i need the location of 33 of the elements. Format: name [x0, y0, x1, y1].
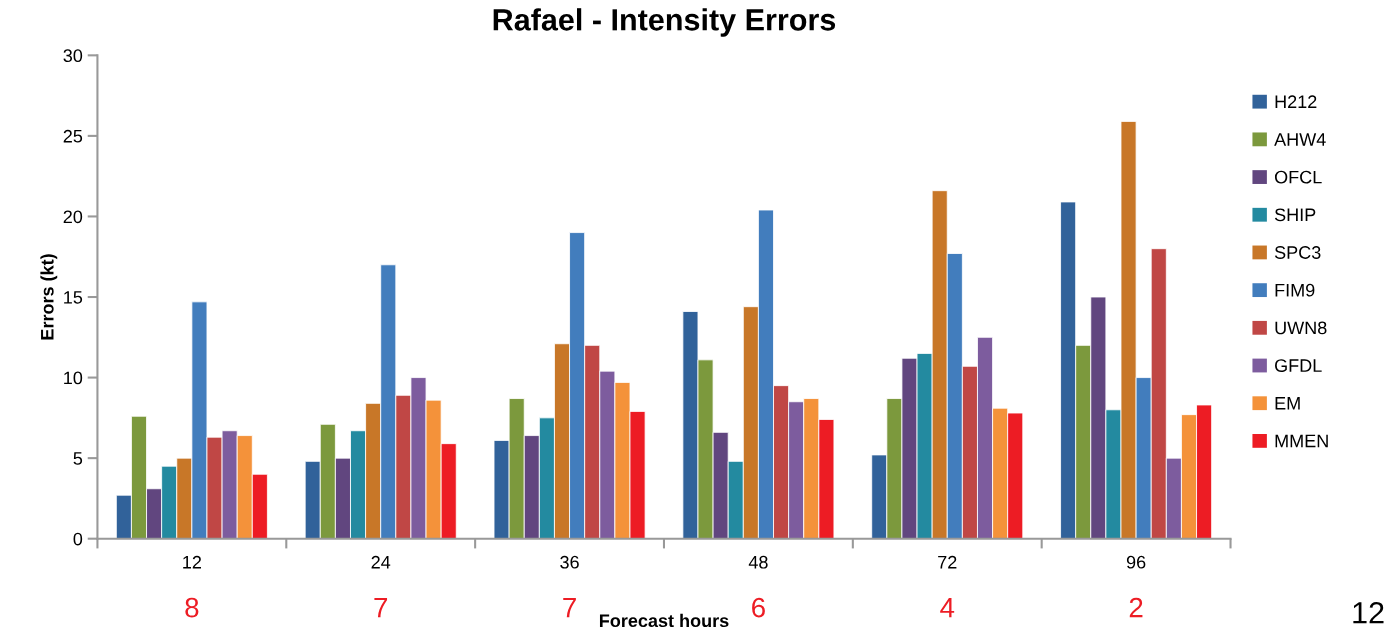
- x-axis-title: Forecast hours: [599, 613, 729, 628]
- x-tick-label: 12: [183, 555, 201, 569]
- y-axis-title: Errors (kt): [40, 254, 58, 340]
- legend-label: EM: [1275, 397, 1300, 410]
- y-tick-label: 20: [63, 210, 83, 224]
- text: 7: [563, 598, 576, 618]
- legend-label: FIM9: [1275, 283, 1315, 297]
- legend-label: AHW4: [1274, 133, 1326, 146]
- text: 2: [1129, 597, 1143, 618]
- text: 4: [940, 598, 955, 618]
- legend-label: UWN8: [1275, 321, 1327, 335]
- y-tick-label: 15: [64, 291, 83, 304]
- x-tick-label: 96: [1126, 555, 1146, 569]
- legend-label: MMEN: [1275, 434, 1328, 448]
- x-tick-label: 24: [371, 555, 391, 569]
- text: 7: [374, 598, 388, 618]
- text: 6: [752, 597, 765, 618]
- y-tick-label: 0: [73, 532, 83, 546]
- legend-label: OFCL: [1274, 170, 1322, 184]
- y-tick-label: 30: [63, 49, 83, 63]
- text: 8: [185, 597, 199, 618]
- chart-title: Rafael - Intensity Errors: [493, 8, 836, 37]
- y-tick-label: 5: [73, 452, 83, 465]
- y-tick-label: 10: [64, 371, 83, 385]
- legend-label: SHIP: [1274, 208, 1316, 222]
- x-tick-label: 72: [938, 555, 957, 569]
- y-tick-label: 25: [63, 129, 83, 143]
- legend-label: H212: [1275, 95, 1317, 108]
- legend-label: SPC3: [1274, 246, 1321, 259]
- x-tick-label: 48: [748, 555, 768, 569]
- text: 12: [1353, 601, 1384, 624]
- x-tick-label: 36: [560, 555, 579, 569]
- legend-label: GFDL: [1275, 359, 1322, 372]
